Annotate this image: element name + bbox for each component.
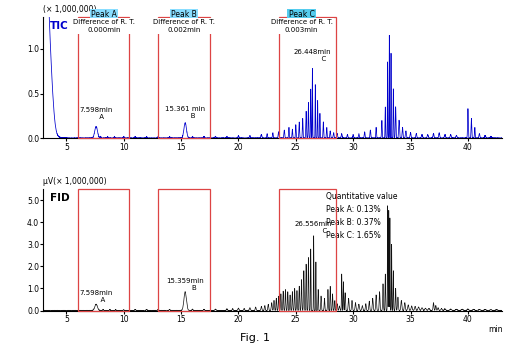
- Text: μV(× 1,000,000): μV(× 1,000,000): [43, 177, 107, 186]
- Text: Peak C: Peak C: [288, 10, 314, 19]
- Text: Difference of R. T.
0.000min: Difference of R. T. 0.000min: [73, 19, 135, 32]
- Text: 15.361 min
       B: 15.361 min B: [165, 106, 205, 119]
- Text: Difference of R. T.
0.002min: Difference of R. T. 0.002min: [153, 19, 214, 32]
- Bar: [278, 189, 335, 310]
- Text: min: min: [487, 325, 501, 334]
- Text: FID: FID: [50, 193, 70, 203]
- Text: TIC: TIC: [50, 21, 69, 31]
- Text: Quantitative value
Peak A: 0.13%
Peak B: 0.37%
Peak C: 1.65%: Quantitative value Peak A: 0.13% Peak B:…: [325, 192, 397, 240]
- Text: Peak A: Peak A: [91, 10, 117, 19]
- Text: (× 1,000,000): (× 1,000,000): [43, 4, 97, 13]
- Bar: [278, 17, 335, 138]
- Text: Difference of R. T.
0.003min: Difference of R. T. 0.003min: [270, 19, 332, 32]
- Text: 26.448min
          C: 26.448min C: [293, 49, 330, 62]
- Bar: [158, 17, 209, 138]
- Text: Fig. 1: Fig. 1: [240, 333, 269, 343]
- Bar: [78, 17, 129, 138]
- Text: 26.556min
          C: 26.556min C: [294, 221, 332, 235]
- Text: 7.598min
     A: 7.598min A: [79, 108, 112, 120]
- Text: Peak B: Peak B: [171, 10, 196, 19]
- Bar: [158, 189, 209, 310]
- Text: 7.598min
      A: 7.598min A: [79, 290, 112, 304]
- Text: 15.359min
        B: 15.359min B: [166, 278, 204, 291]
- Bar: [78, 189, 129, 310]
